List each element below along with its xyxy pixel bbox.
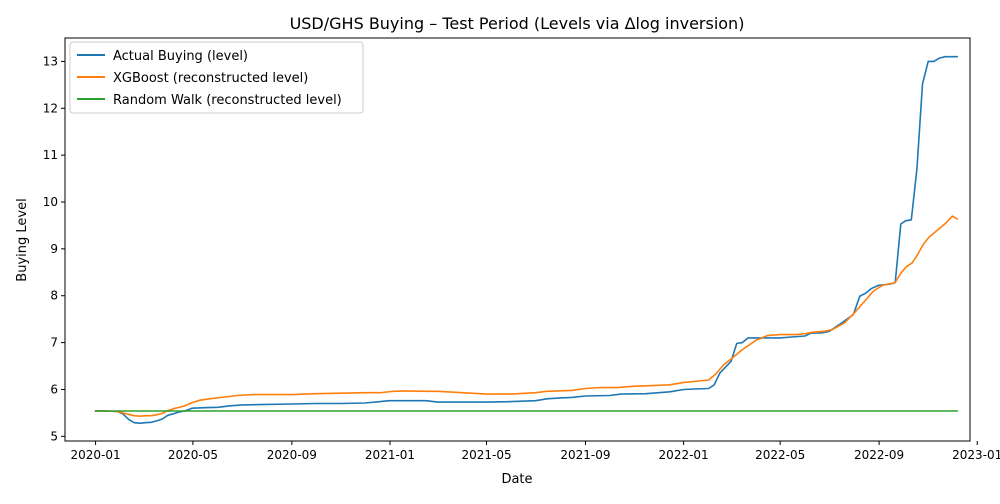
chart-title: USD/GHS Buying – Test Period (Levels via… bbox=[290, 14, 745, 33]
x-tick-label: 2023-01 bbox=[952, 448, 1000, 462]
x-tick-label: 2021-01 bbox=[365, 448, 415, 462]
y-tick-label: 13 bbox=[43, 54, 58, 68]
y-tick-label: 5 bbox=[50, 429, 58, 443]
x-tick-label: 2022-05 bbox=[755, 448, 805, 462]
legend: Actual Buying (level) XGBoost (reconstruc… bbox=[69, 41, 364, 114]
legend-label-2: XGBoost (reconstructed level) bbox=[113, 71, 308, 86]
plot-area bbox=[94, 55, 959, 424]
x-axis-label: Date bbox=[501, 472, 532, 487]
y-tick-label: 8 bbox=[50, 289, 58, 303]
plot-frame bbox=[64, 37, 971, 442]
x-axis: 2020-01 2020-05 2020-09 2021-01 2021-05 2021-… bbox=[70, 441, 1000, 462]
y-tick-label: 12 bbox=[43, 101, 58, 115]
legend-label-3: Random Walk (reconstructed level) bbox=[113, 93, 342, 108]
x-tick-label: 2022-01 bbox=[659, 448, 709, 462]
y-tick-label: 9 bbox=[50, 242, 58, 256]
y-tick-label: 6 bbox=[50, 382, 58, 396]
legend-label-1: Actual Buying (level) bbox=[113, 49, 248, 64]
y-tick-label: 11 bbox=[43, 148, 58, 162]
y-axis: 5 6 7 8 9 10 11 12 13 bbox=[43, 54, 65, 443]
legend-box bbox=[69, 41, 364, 114]
x-tick-label: 2020-01 bbox=[70, 448, 120, 462]
y-tick-label: 10 bbox=[43, 195, 58, 209]
y-axis-label: Buying Level bbox=[15, 198, 30, 281]
x-tick-label: 2022-09 bbox=[854, 448, 904, 462]
series-line-2 bbox=[94, 215, 959, 417]
x-tick-label: 2021-05 bbox=[461, 448, 511, 462]
x-tick-label: 2021-09 bbox=[560, 448, 610, 462]
x-tick-label: 2020-05 bbox=[168, 448, 218, 462]
x-tick-label: 2020-09 bbox=[267, 448, 317, 462]
y-tick-label: 7 bbox=[50, 336, 58, 350]
